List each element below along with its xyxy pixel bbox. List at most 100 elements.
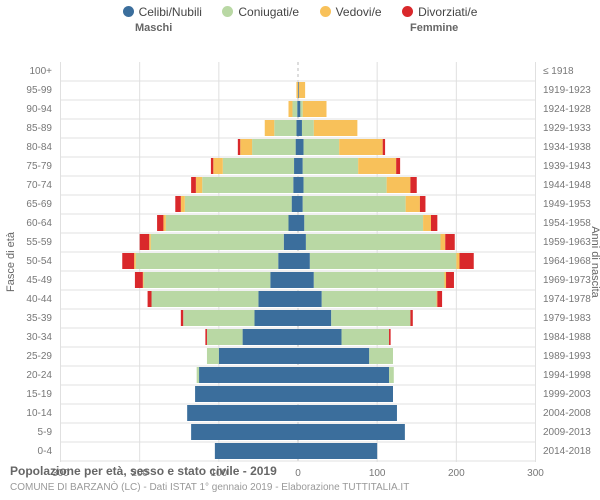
bar-f-d	[446, 272, 454, 288]
legend-divorziati-label: Divorziati/e	[418, 5, 477, 19]
age-label: 15-19	[26, 389, 52, 400]
bar-f-d	[383, 139, 385, 155]
bar-m-v	[289, 101, 293, 117]
bar-f-co	[389, 367, 394, 383]
age-label: 70-74	[26, 180, 52, 191]
bar-f-co	[369, 348, 393, 364]
bar-f-d	[445, 234, 455, 250]
bar-m-c	[195, 386, 298, 402]
year-label: 1964-1968	[543, 256, 591, 267]
age-label: 75-79	[26, 161, 52, 172]
bar-f-co	[300, 101, 302, 117]
bar-f-co	[314, 272, 445, 288]
legend-vedovi-label: Vedovi/e	[336, 5, 382, 19]
bar-m-c	[284, 234, 298, 250]
year-label: 1979-1983	[543, 313, 591, 324]
bar-m-co	[166, 215, 289, 231]
svg-text:100: 100	[369, 468, 386, 479]
bar-f-d	[410, 310, 412, 326]
bar-m-d	[140, 234, 150, 250]
bar-m-c	[199, 367, 298, 383]
bar-f-c	[298, 386, 393, 402]
bar-f-d	[396, 158, 400, 174]
age-label: 30-34	[26, 332, 52, 343]
bar-f-v	[299, 82, 305, 98]
bar-f-c	[298, 329, 342, 345]
bar-m-c	[254, 310, 298, 326]
age-label: 90-94	[26, 104, 52, 115]
bar-m-co	[136, 253, 278, 269]
legend-celibi: Celibi/Nubili	[123, 5, 202, 19]
year-label: 1954-1958	[543, 218, 591, 229]
legend-divorziati: Divorziati/e	[402, 5, 477, 19]
bar-m-c	[278, 253, 298, 269]
bar-f-co	[303, 196, 406, 212]
year-label: 1949-1953	[543, 199, 591, 210]
bar-f-d	[410, 177, 416, 193]
bar-f-d	[389, 329, 391, 345]
year-label: ≤ 1918	[543, 66, 574, 77]
age-label: 35-39	[26, 313, 52, 324]
bar-f-co	[342, 329, 390, 345]
bar-m-c	[270, 272, 298, 288]
bar-f-v	[441, 234, 446, 250]
bar-m-c	[292, 196, 298, 212]
bar-f-c	[298, 234, 306, 250]
bar-f-d	[420, 196, 426, 212]
bar-f-c	[298, 253, 310, 269]
bar-m-co	[197, 367, 199, 383]
legend: Celibi/Nubili Coniugati/e Vedovi/e Divor…	[0, 0, 600, 22]
year-label: 1959-1963	[543, 237, 591, 248]
bar-f-v	[423, 215, 431, 231]
bar-f-c	[298, 215, 304, 231]
age-label: 80-84	[26, 142, 52, 153]
bar-f-d	[431, 215, 437, 231]
bar-m-v	[240, 139, 252, 155]
bar-m-c	[297, 101, 298, 117]
bar-m-co	[151, 234, 284, 250]
bar-m-co	[185, 196, 292, 212]
bar-m-v	[163, 215, 165, 231]
age-label: 25-29	[26, 351, 52, 362]
bar-m-c	[219, 348, 298, 364]
bar-m-v	[149, 234, 151, 250]
age-label: 40-44	[26, 294, 52, 305]
bar-m-c	[289, 215, 299, 231]
bar-m-c	[215, 443, 298, 459]
bar-f-c	[298, 443, 377, 459]
year-label: 2014-2018	[543, 446, 591, 457]
y-left-title: Fasce di età	[5, 231, 17, 292]
year-label: 1969-1973	[543, 275, 591, 286]
age-label: 100+	[29, 66, 52, 77]
bar-m-c	[258, 291, 298, 307]
bar-m-d	[135, 272, 143, 288]
footer-subtitle: COMUNE DI BARZANÒ (LC) - Dati ISTAT 1° g…	[10, 482, 409, 493]
bar-f-co	[322, 291, 437, 307]
age-label: 45-49	[26, 275, 52, 286]
bar-f-c	[298, 158, 303, 174]
bar-m-co	[223, 158, 294, 174]
bar-f-co	[302, 120, 314, 136]
bar-m-v	[143, 272, 144, 288]
bar-m-co	[183, 310, 254, 326]
year-label: 2009-2013	[543, 427, 591, 438]
year-label: 1919-1923	[543, 85, 591, 96]
svg-text:0: 0	[295, 468, 301, 479]
bar-m-d	[205, 329, 207, 345]
year-label: 1934-1938	[543, 142, 591, 153]
year-label: 1994-1998	[543, 370, 591, 381]
bar-m-c	[296, 120, 298, 136]
age-label: 50-54	[26, 256, 52, 267]
bar-f-c	[298, 139, 304, 155]
bar-m-d	[191, 177, 196, 193]
bar-f-c	[298, 196, 303, 212]
bar-f-v	[314, 120, 358, 136]
age-label: 55-59	[26, 237, 52, 248]
bar-m-c	[187, 405, 298, 421]
bar-f-c	[298, 348, 369, 364]
age-label: 20-24	[26, 370, 52, 381]
bar-m-c	[294, 158, 298, 174]
bar-m-d	[181, 310, 183, 326]
bar-m-co	[274, 120, 296, 136]
bar-f-co	[304, 177, 387, 193]
